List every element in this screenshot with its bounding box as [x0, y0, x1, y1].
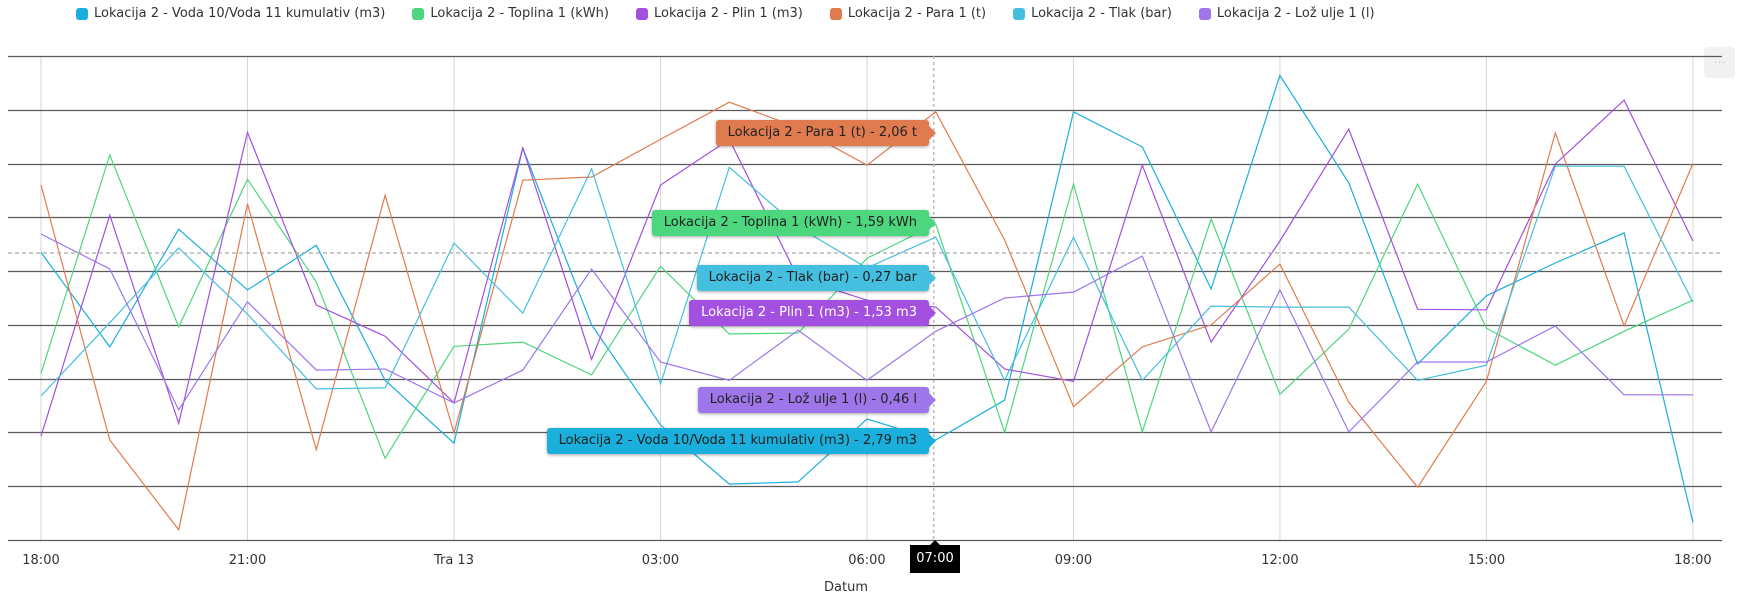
legend-swatch-icon [76, 7, 88, 20]
legend-swatch-icon [829, 7, 842, 20]
legend-item-plin[interactable]: Lokacija 2 - Plin 1 (m3) [635, 6, 803, 21]
legend-label: Lokacija 2 - Tlak (bar) [1031, 6, 1172, 21]
x-axis-tick-label: 18:00 [22, 553, 60, 568]
series-line [40, 233, 1693, 434]
series-line [40, 74, 1694, 523]
series-tooltip: Lokacija 2 - Para 1 (t) - 2,06 t [715, 120, 937, 146]
x-axis-tick-label: 12:00 [1261, 553, 1299, 568]
ellipsis-icon: ... [1714, 55, 1727, 66]
legend-item-loz-ulje[interactable]: Lokacija 2 - Lož ulje 1 (l) [1198, 6, 1375, 21]
x-axis-tick-label: 06:00 [848, 553, 886, 568]
x-axis-title: Datum [824, 580, 868, 595]
legend-item-voda[interactable]: Lokacija 2 - Voda 10/Voda 11 kumulativ (… [76, 6, 385, 21]
x-axis-tick-label: 15:00 [1467, 553, 1506, 568]
legend-swatch-icon [635, 7, 648, 20]
series-tooltip: Lokacija 2 - Plin 1 (m3) - 1,53 m3 [689, 300, 936, 326]
legend-label: Lokacija 2 - Plin 1 (m3) [653, 6, 803, 21]
series-line [40, 153, 1694, 460]
series-tooltip: Lokacija 2 - Toplina 1 (kWh) - 1,59 kWh [651, 210, 937, 236]
legend-item-toplina[interactable]: Lokacija 2 - Toplina 1 (kWh) [412, 6, 609, 21]
chart-legend: Lokacija 2 - Voda 10/Voda 11 kumulativ (… [76, 6, 1402, 21]
x-axis-tick-label: 18:00 [1674, 553, 1712, 568]
legend-label: Lokacija 2 - Toplina 1 (kWh) [430, 6, 609, 21]
series-tooltip: Lokacija 2 - Tlak (bar) - 0,27 bar [696, 265, 937, 291]
legend-label: Lokacija 2 - Lož ulje 1 (l) [1216, 6, 1375, 21]
x-axis-tick-label: 03:00 [641, 553, 680, 568]
legend-swatch-icon [412, 7, 425, 20]
x-axis-tick-label: 09:00 [1054, 553, 1093, 568]
legend-item-tlak[interactable]: Lokacija 2 - Tlak (bar) [1013, 6, 1172, 21]
legend-swatch-icon [1198, 7, 1211, 20]
crosshair-x-label: 07:00 [910, 540, 960, 573]
series-line [40, 101, 1694, 532]
series-tooltip: Lokacija 2 - Voda 10/Voda 11 kumulativ (… [546, 428, 937, 454]
chart-menu-button[interactable]: ... [1704, 47, 1735, 78]
legend-label: Lokacija 2 - Para 1 (t) [847, 6, 987, 21]
legend-item-para[interactable]: Lokacija 2 - Para 1 (t) [829, 6, 987, 21]
series-tooltip: Lokacija 2 - Lož ulje 1 (l) - 0,46 l [697, 387, 937, 413]
x-axis-tick-label: 21:00 [228, 553, 267, 568]
legend-label: Lokacija 2 - Voda 10/Voda 11 kumulativ (… [94, 6, 386, 21]
x-axis-tick-label: Tra 13 [433, 553, 474, 568]
legend-swatch-icon [1013, 7, 1026, 20]
